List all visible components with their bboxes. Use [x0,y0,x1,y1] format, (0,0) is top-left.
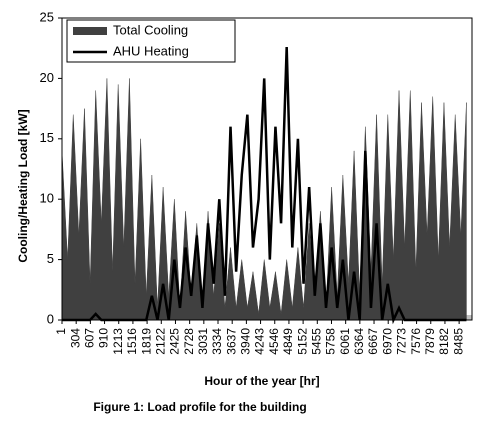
legend-swatch [73,27,107,35]
x-axis-label: Hour of the year [hr] [204,374,319,388]
x-tick-label: 1516 [125,328,139,355]
x-tick-label: 5152 [295,328,309,355]
caption: Figure 1: Load profile for the building [93,400,306,414]
x-tick-label: 6061 [338,328,352,355]
y-tick-label: 0 [47,311,54,326]
y-tick-label: 15 [40,130,54,145]
y-tick-label: 10 [40,191,54,206]
x-tick-label: 607 [83,328,97,348]
x-tick-label: 1213 [111,328,125,355]
x-tick-label: 6667 [366,328,380,355]
x-tick-label: 7576 [409,328,423,355]
x-tick-label: 5758 [324,328,338,355]
y-tick-label: 25 [40,9,54,24]
x-tick-label: 3637 [224,328,238,355]
x-tick-label: 8485 [451,328,465,355]
x-tick-label: 2728 [182,328,196,355]
x-tick-label: 6364 [352,328,366,355]
x-tick-label: 7879 [423,328,437,355]
x-tick-label: 1819 [139,328,153,355]
cooling-area [61,78,467,321]
x-tick-label: 1 [54,328,68,335]
x-tick-label: 3940 [239,328,253,355]
x-tick-label: 2425 [168,328,182,355]
x-tick-label: 3031 [196,328,210,355]
plot-frame [61,17,473,321]
x-tick-label: 910 [97,328,111,348]
legend-label: AHU Heating [113,43,189,58]
x-tick-label: 3334 [210,328,224,355]
y-tick-label: 20 [40,70,54,85]
x-tick-label: 2122 [153,328,167,355]
legend-label: Total Cooling [113,22,188,37]
x-tick-label: 5455 [309,328,323,355]
x-tick-label: 7273 [395,328,409,355]
x-tick-label: 8182 [437,328,451,355]
y-axis-label: Cooling/Heating Load [kW] [16,109,30,262]
x-tick-label: 304 [68,328,82,348]
x-tick-label: 4849 [281,328,295,355]
x-tick-label: 6970 [380,328,394,355]
x-tick-label: 4546 [267,328,281,355]
x-tick-label: 4243 [253,328,267,355]
y-tick-label: 5 [47,251,54,266]
